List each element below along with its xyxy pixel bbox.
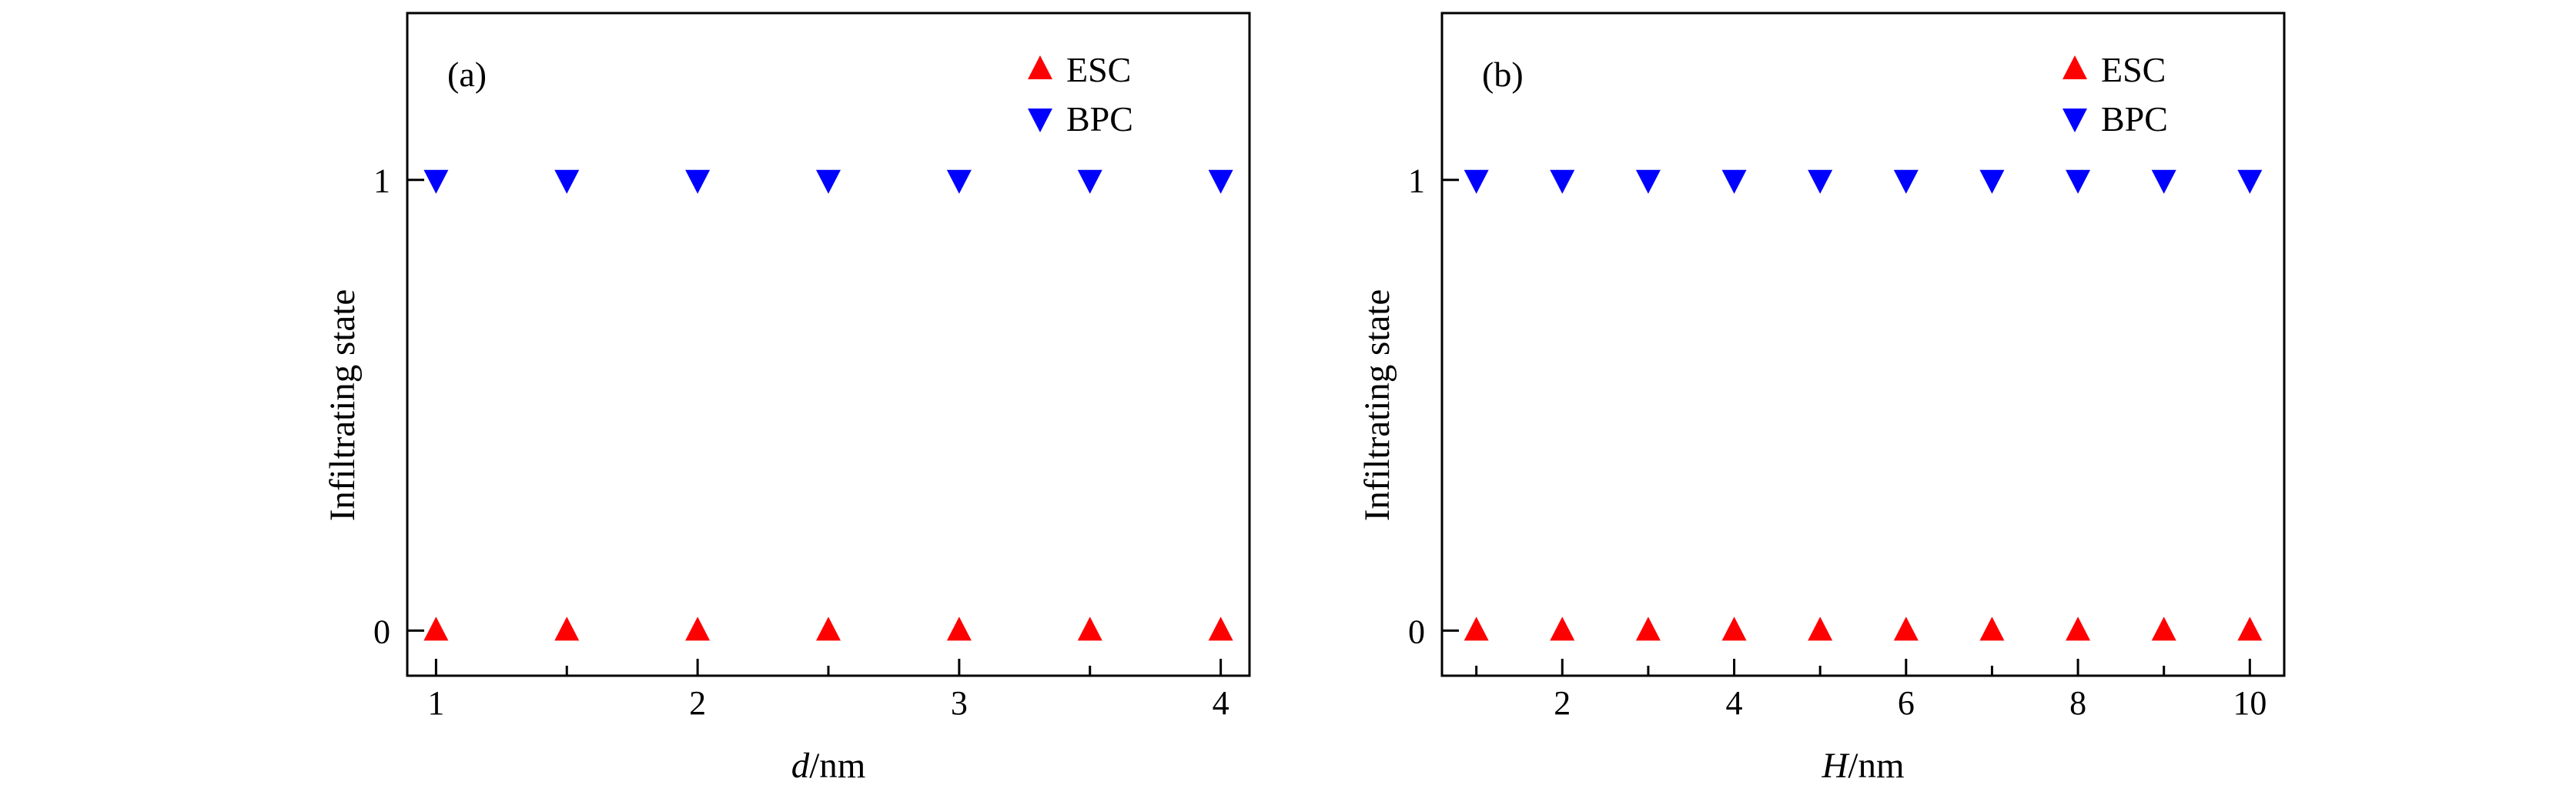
esc-marker <box>1893 616 1919 641</box>
esc-marker <box>2151 616 2176 641</box>
x-tick-label: 2 <box>1554 684 1571 722</box>
y-axis-label: Infiltrating state <box>1357 289 1397 521</box>
legend-esc-label: ESC <box>2101 50 2166 89</box>
legend-bpc-label: BPC <box>1066 99 1133 139</box>
esc-marker <box>2066 616 2091 641</box>
panel-label: (b) <box>1482 55 1524 94</box>
x-axis-label: H/nm <box>1821 746 1904 786</box>
bpc-marker <box>2066 169 2091 194</box>
x-tick-label: 2 <box>689 684 706 722</box>
esc-marker <box>946 616 972 641</box>
bpc-marker <box>554 169 580 194</box>
bpc-marker <box>1979 169 2005 194</box>
bpc-marker <box>1893 169 1919 194</box>
bpc-marker <box>1077 169 1102 194</box>
x-axis-label: d/nm <box>791 746 866 786</box>
esc-marker <box>816 616 841 641</box>
y-tick-label: 1 <box>373 162 390 200</box>
esc-marker <box>1550 616 1575 641</box>
bpc-marker <box>2151 169 2176 194</box>
x-tick-label: 10 <box>2233 684 2267 722</box>
x-tick-label: 1 <box>427 684 444 722</box>
esc-marker <box>2237 616 2263 641</box>
y-tick-label: 1 <box>1408 162 1425 200</box>
x-tick-label: 3 <box>951 684 968 722</box>
panel-b: 2 4 6 8 10 0 1 (b) Infiltrating state H/nm ESC BPC <box>1357 12 2286 786</box>
y-tick-label: 0 <box>1408 613 1425 650</box>
bpc-marker <box>423 169 449 194</box>
panel-label: (a) <box>447 55 487 94</box>
esc-marker <box>1464 616 1489 641</box>
esc-marker <box>1077 616 1102 641</box>
esc-marker <box>1808 616 1833 641</box>
esc-marker <box>1721 616 1747 641</box>
esc-marker <box>1635 616 1661 641</box>
legend-bpc-marker <box>2062 109 2087 132</box>
legend-esc-marker <box>2062 55 2087 79</box>
plot-border <box>1440 12 2286 677</box>
bpc-marker <box>685 169 711 194</box>
x-tick-label: 8 <box>2069 684 2086 722</box>
bpc-marker <box>816 169 841 194</box>
esc-marker <box>685 616 711 641</box>
bpc-marker <box>1635 169 1661 194</box>
legend-bpc-label: BPC <box>2101 99 2168 139</box>
x-tick-label: 4 <box>1726 684 1743 722</box>
x-tick-label: 4 <box>1213 684 1229 722</box>
y-tick-label: 0 <box>373 613 390 650</box>
legend-bpc-marker <box>1028 109 1052 132</box>
x-tick-label: 6 <box>1898 684 1915 722</box>
bpc-marker <box>1721 169 1747 194</box>
bpc-marker <box>1550 169 1575 194</box>
bpc-marker <box>1208 169 1233 194</box>
esc-marker <box>1979 616 2005 641</box>
esc-marker <box>554 616 580 641</box>
y-axis-label: Infiltrating state <box>323 289 363 521</box>
bpc-marker <box>946 169 972 194</box>
esc-marker <box>1208 616 1233 641</box>
legend-esc-marker <box>1028 55 1052 79</box>
bpc-marker <box>1808 169 1833 194</box>
legend-esc-label: ESC <box>1066 50 1131 89</box>
bpc-marker <box>2237 169 2263 194</box>
bpc-marker <box>1464 169 1489 194</box>
esc-marker <box>423 616 449 641</box>
